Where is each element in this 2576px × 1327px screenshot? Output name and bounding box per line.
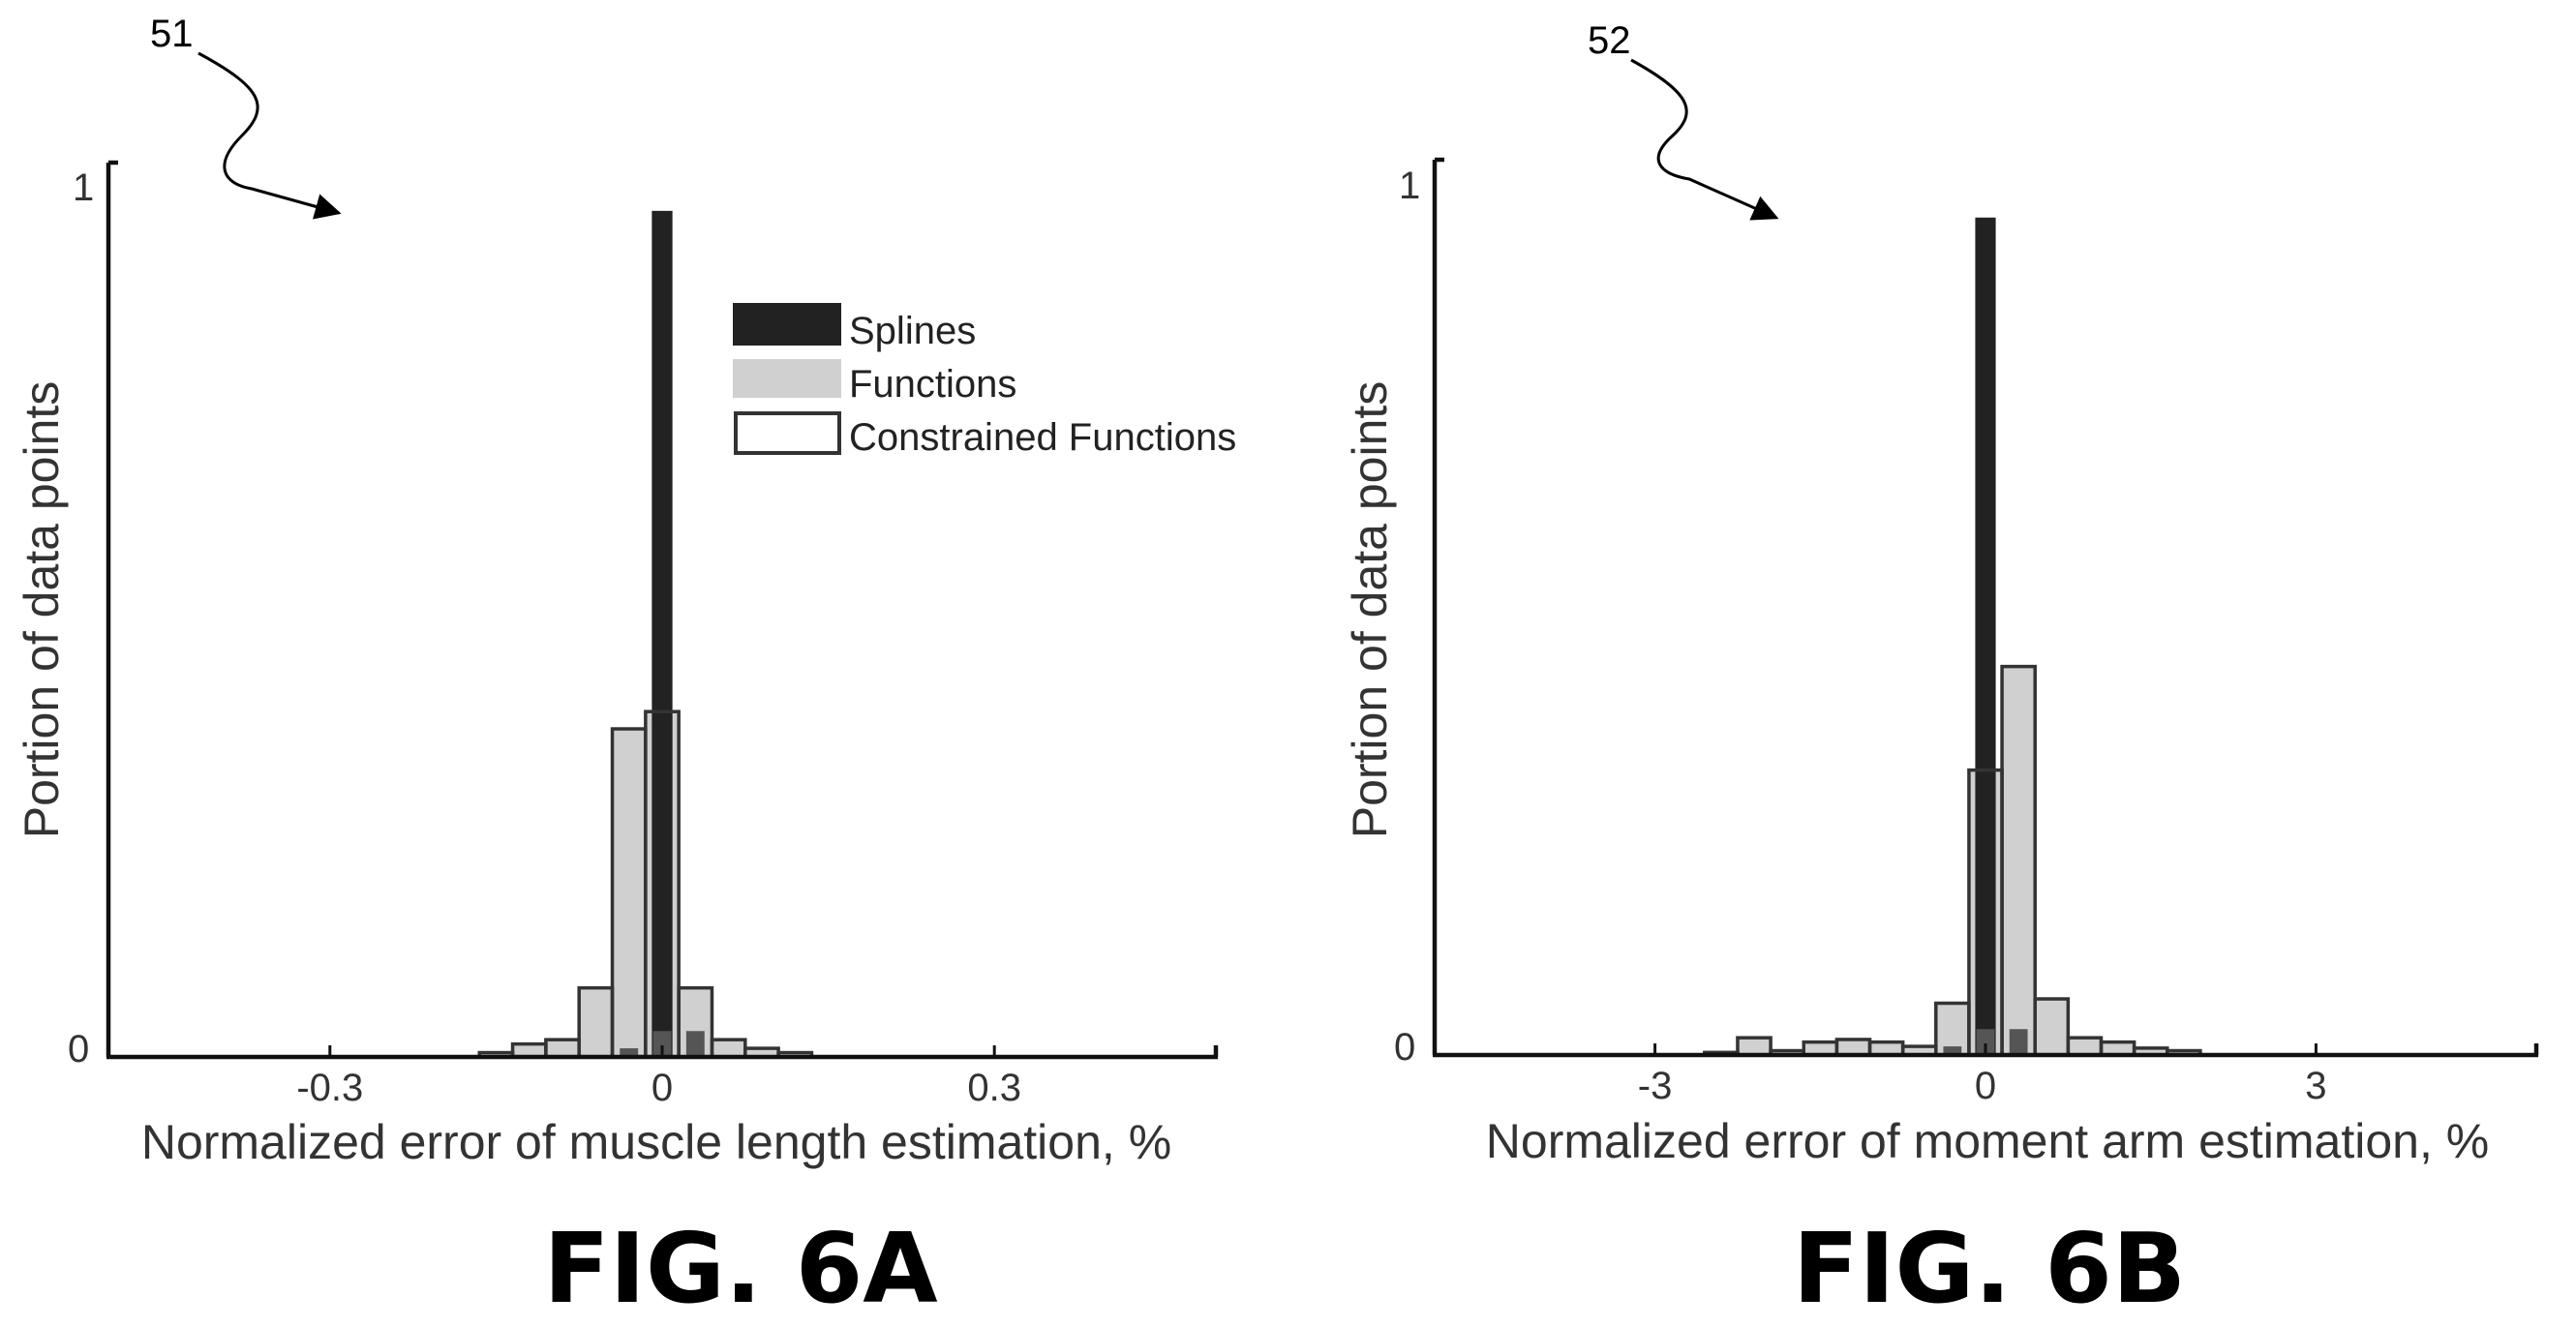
reference-squiggle-arrow [197, 51, 342, 220]
x-tick-label-2: 0.3 [967, 1067, 1021, 1109]
figure-caption: FIG. 6A [543, 1212, 937, 1325]
bar-overlap-2 [685, 1031, 705, 1057]
y-axis-label: Portion of data points [1343, 381, 1397, 839]
reference-numeral: 51 [150, 13, 194, 55]
bar-functions-4 [612, 729, 646, 1057]
bar-functions-9 [2002, 666, 2036, 1055]
bar-functions-4 [1836, 1039, 1870, 1055]
bar-functions-5 [1869, 1041, 1903, 1055]
bar-functions-1 [1737, 1038, 1772, 1055]
bar-functions-7 [712, 1040, 745, 1057]
bar-functions-1 [512, 1043, 546, 1057]
y-tick-label-1: 1 [73, 166, 94, 209]
bar-overlap-1 [652, 1031, 672, 1057]
bar-splines-0 [1975, 217, 1996, 1055]
bar-overlap-2 [2009, 1029, 2028, 1055]
bar-functions-13 [2134, 1047, 2167, 1055]
y-tick-label-0: 0 [1394, 1026, 1415, 1069]
legend: Splines Functions Constrained Functions [733, 303, 1236, 459]
x-tick-label-2: 3 [2305, 1065, 2326, 1107]
bar-functions-8 [744, 1048, 779, 1057]
reference-squiggle-arrow [1630, 58, 1779, 221]
bar-overlap-1 [1976, 1029, 1995, 1055]
y-tick-label-0: 0 [68, 1028, 89, 1071]
x-ticks-layer: -0.3 0 0.3 [296, 1045, 1021, 1109]
x-ticks-layer: -3 0 3 [1638, 1043, 2327, 1107]
bar-functions-11 [2068, 1038, 2102, 1055]
bar-functions-3 [1803, 1041, 1837, 1055]
bar-functions-12 [2101, 1041, 2135, 1055]
y-axis-label: Portion of data points [15, 381, 69, 839]
x-tick-label-1: 0 [1975, 1065, 1996, 1107]
bar-functions-6 [1902, 1046, 1936, 1055]
legend-swatch-functions [733, 359, 841, 398]
bar-overlap-0 [1943, 1046, 1962, 1055]
bar-functions-10 [2035, 999, 2069, 1055]
panel-fig-6a: 51 -0.3 0 0.3 0 1 Portion of data points N… [15, 13, 1236, 1325]
x-tick-label-1: 0 [652, 1067, 673, 1109]
y-tick-label-1: 1 [1399, 165, 1420, 207]
bars-layer [1703, 217, 2202, 1057]
figure-caption: FIG. 6B [1793, 1212, 2186, 1325]
bar-overlap-0 [620, 1048, 639, 1057]
x-tick-label-0: -3 [1638, 1065, 1673, 1107]
x-tick-label-0: -0.3 [296, 1067, 363, 1109]
legend-swatch-constrained [734, 411, 841, 455]
legend-label-splines: Splines [849, 310, 976, 352]
bar-functions-3 [579, 987, 613, 1057]
x-axis-label: Normalized error of moment arm estimatio… [1486, 1114, 2489, 1168]
legend-swatch-splines [733, 303, 841, 346]
reference-numeral: 52 [1588, 19, 1631, 62]
bar-splines-0 [652, 210, 673, 1058]
bar-functions-2 [545, 1040, 580, 1057]
legend-label-functions: Functions [849, 363, 1016, 406]
x-axis-label: Normalized error of muscle length estima… [141, 1115, 1171, 1169]
bars-layer [477, 210, 814, 1059]
legend-label-constrained: Constrained Functions [849, 416, 1236, 459]
panel-fig-6b: 52 -3 0 3 0 1 Portion of data points Norma… [1343, 19, 2539, 1325]
